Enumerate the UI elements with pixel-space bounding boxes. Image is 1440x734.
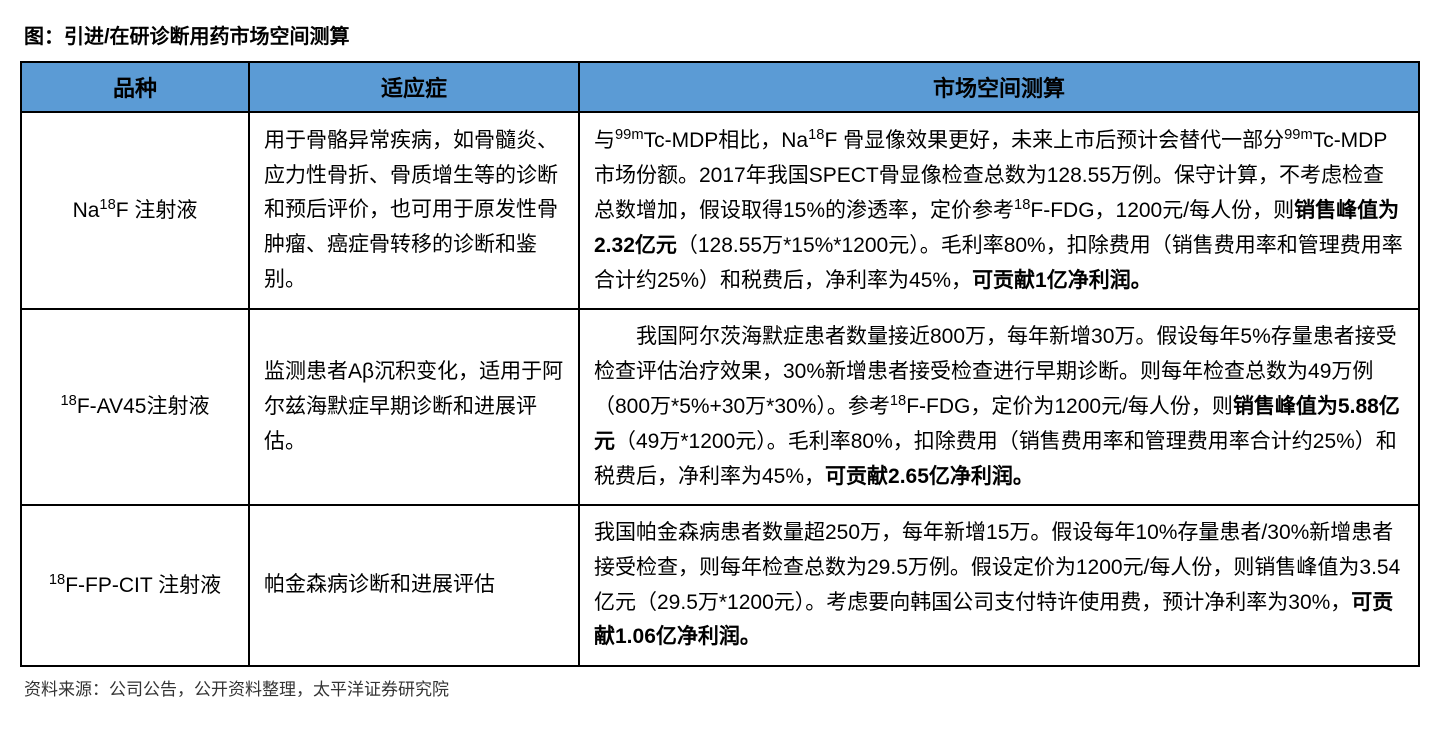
header-market: 市场空间测算: [579, 62, 1419, 112]
cell-indication: 监测患者Aβ沉积变化，适用于阿尔兹海默症早期诊断和进展评估。: [249, 309, 579, 505]
market-table: 品种 适应症 市场空间测算 Na18F 注射液 用于骨骼异常疾病，如骨髓炎、应力…: [20, 61, 1420, 667]
table-row: Na18F 注射液 用于骨骼异常疾病，如骨髓炎、应力性骨折、骨质增生等的诊断和预…: [21, 112, 1419, 309]
cell-indication: 帕金森病诊断和进展评估: [249, 505, 579, 666]
cell-product: 18F-FP-CIT 注射液: [21, 505, 249, 666]
cell-product: 18F-AV45注射液: [21, 309, 249, 505]
data-source: 资料来源：公司公告，公开资料整理，太平洋证券研究院: [20, 675, 1420, 700]
table-header: 品种 适应症 市场空间测算: [21, 62, 1419, 112]
table-row: 18F-AV45注射液 监测患者Aβ沉积变化，适用于阿尔兹海默症早期诊断和进展评…: [21, 309, 1419, 505]
header-indication: 适应症: [249, 62, 579, 112]
header-product: 品种: [21, 62, 249, 112]
cell-market: 我国阿尔茨海默症患者数量接近800万，每年新增30万。假设每年5%存量患者接受检…: [579, 309, 1419, 505]
table-row: 18F-FP-CIT 注射液 帕金森病诊断和进展评估 我国帕金森病患者数量超25…: [21, 505, 1419, 666]
cell-indication: 用于骨骼异常疾病，如骨髓炎、应力性骨折、骨质增生等的诊断和预后评价，也可用于原发…: [249, 112, 579, 309]
cell-market: 与99mTc-MDP相比，Na18F 骨显像效果更好，未来上市后预计会替代一部分…: [579, 112, 1419, 309]
table-body: Na18F 注射液 用于骨骼异常疾病，如骨髓炎、应力性骨折、骨质增生等的诊断和预…: [21, 112, 1419, 666]
cell-product: Na18F 注射液: [21, 112, 249, 309]
main-container: 图：引进/在研诊断用药市场空间测算 品种 适应症 市场空间测算 Na18F 注射…: [20, 20, 1420, 700]
cell-market: 我国帕金森病患者数量超250万，每年新增15万。假设每年10%存量患者/30%新…: [579, 505, 1419, 666]
figure-title: 图：引进/在研诊断用药市场空间测算: [20, 20, 1420, 49]
